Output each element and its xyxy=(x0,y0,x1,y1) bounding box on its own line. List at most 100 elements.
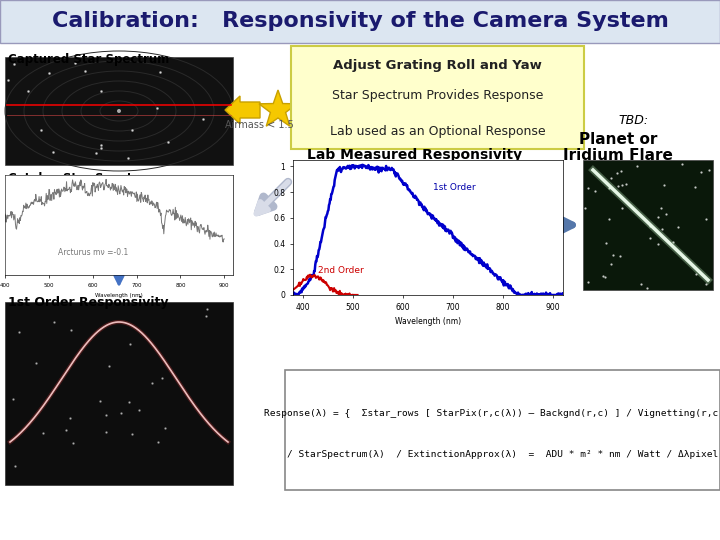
Point xyxy=(156,374,168,382)
Point xyxy=(37,428,48,437)
Text: Response(λ) = {  Σstar_rows [ StarPix(r,c(λ)) – Backgnd(r,c) ] / Vignetting(r,c): Response(λ) = { Σstar_rows [ StarPix(r,c… xyxy=(264,409,720,418)
Point xyxy=(701,279,712,288)
Point xyxy=(690,269,701,278)
Point xyxy=(23,87,35,96)
Point xyxy=(657,225,668,233)
Text: Adjust Grating Roll and Yaw: Adjust Grating Roll and Yaw xyxy=(333,59,542,72)
Point xyxy=(652,239,664,248)
Point xyxy=(162,138,174,146)
Text: Airmass < 1.5: Airmass < 1.5 xyxy=(225,120,294,130)
Point xyxy=(603,184,614,192)
Point xyxy=(126,125,138,134)
FancyBboxPatch shape xyxy=(5,57,233,165)
Point xyxy=(90,149,102,158)
Text: 2nd Order: 2nd Order xyxy=(318,266,364,275)
Point xyxy=(676,160,688,168)
Point xyxy=(64,414,76,422)
Text: 1st Order: 1st Order xyxy=(433,183,476,192)
Point xyxy=(9,60,20,69)
Point xyxy=(599,273,611,281)
Point xyxy=(667,238,679,246)
Point xyxy=(603,215,614,224)
Point xyxy=(615,167,626,176)
Text: TBD:: TBD: xyxy=(618,113,648,126)
Point xyxy=(2,76,14,85)
Text: Planet or: Planet or xyxy=(579,132,657,147)
Point xyxy=(146,379,158,388)
Point xyxy=(35,126,46,134)
Point xyxy=(100,428,112,436)
Point xyxy=(94,397,106,406)
Point xyxy=(631,162,643,171)
Ellipse shape xyxy=(117,109,121,113)
Point xyxy=(151,103,163,112)
Point xyxy=(123,397,135,406)
Point xyxy=(590,186,601,195)
Point xyxy=(703,165,715,174)
Point xyxy=(607,251,618,260)
Point xyxy=(95,87,107,96)
Point xyxy=(69,59,81,68)
Point xyxy=(606,174,617,183)
Point xyxy=(582,184,594,192)
Text: 1st Order Responsivity: 1st Order Responsivity xyxy=(8,296,168,309)
Point xyxy=(600,238,611,247)
Point xyxy=(9,461,20,470)
Point xyxy=(79,66,91,75)
Point xyxy=(104,362,115,370)
Point xyxy=(652,212,664,221)
FancyBboxPatch shape xyxy=(0,43,720,540)
Point xyxy=(582,277,594,286)
Point xyxy=(154,68,166,77)
Point xyxy=(60,426,71,435)
Point xyxy=(701,215,712,224)
Point xyxy=(153,438,164,447)
Point xyxy=(48,147,59,156)
Text: Captured Star Spectrum: Captured Star Spectrum xyxy=(8,53,169,66)
Polygon shape xyxy=(225,96,260,124)
Point xyxy=(678,253,689,261)
Point xyxy=(641,284,652,292)
Point xyxy=(616,181,628,190)
FancyBboxPatch shape xyxy=(0,0,720,43)
Point xyxy=(616,204,628,213)
FancyBboxPatch shape xyxy=(5,175,233,275)
Point xyxy=(659,181,670,190)
Point xyxy=(200,312,212,321)
X-axis label: Wavelength (nm): Wavelength (nm) xyxy=(395,317,461,326)
Point xyxy=(159,423,171,432)
Point xyxy=(621,180,632,188)
Text: Calibration:   Responsivity of the Camera System: Calibration: Responsivity of the Camera … xyxy=(52,11,668,31)
Point xyxy=(100,411,112,420)
Point xyxy=(125,340,136,348)
Text: Lab used as an Optional Response: Lab used as an Optional Response xyxy=(330,125,545,138)
Text: / StarSpectrum(λ)  / ExtinctionApprox(λ)  =  ADU * m² * nm / Watt / Δλpixel: / StarSpectrum(λ) / ExtinctionApprox(λ) … xyxy=(287,450,718,458)
Point xyxy=(95,143,107,152)
Point xyxy=(613,252,625,261)
Point xyxy=(689,183,701,191)
Text: Star Spectrum Provides Response: Star Spectrum Provides Response xyxy=(332,89,543,102)
Point xyxy=(126,430,138,438)
Text: Iridium Flare: Iridium Flare xyxy=(563,147,673,163)
Point xyxy=(611,168,623,177)
Point xyxy=(66,326,77,334)
FancyBboxPatch shape xyxy=(291,46,584,149)
Point xyxy=(605,260,616,268)
Point xyxy=(598,272,609,280)
Text: Arcturus mν =-0.1: Arcturus mν =-0.1 xyxy=(58,248,128,257)
Point xyxy=(654,204,666,212)
Point xyxy=(48,318,60,327)
Point xyxy=(30,359,42,367)
Point xyxy=(201,305,212,314)
Point xyxy=(580,203,591,212)
FancyBboxPatch shape xyxy=(5,302,233,485)
FancyBboxPatch shape xyxy=(285,370,720,490)
Point xyxy=(95,140,107,149)
Point xyxy=(197,114,209,123)
Point xyxy=(116,409,127,417)
Point xyxy=(613,181,624,190)
Point xyxy=(14,328,25,336)
Point xyxy=(133,406,145,414)
Point xyxy=(660,210,671,219)
FancyBboxPatch shape xyxy=(583,160,713,290)
